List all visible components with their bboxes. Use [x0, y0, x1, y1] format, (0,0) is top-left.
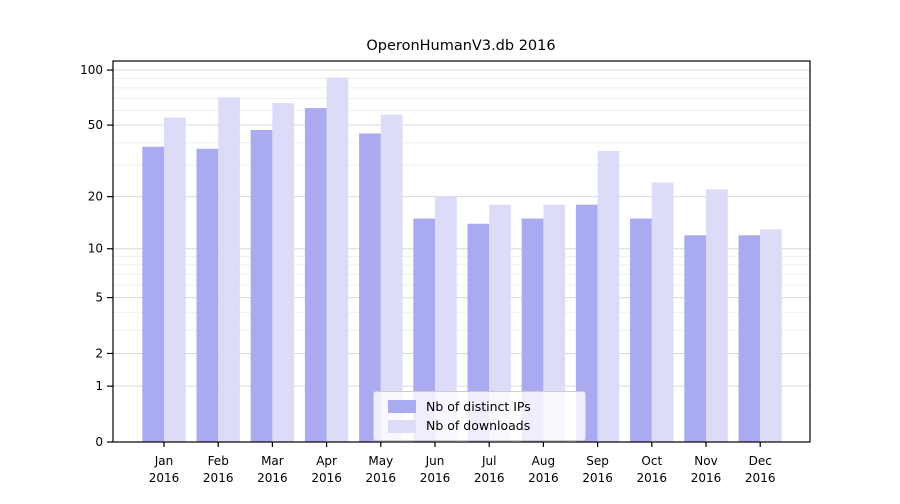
bar-jun-downloads — [435, 196, 457, 442]
x-tick-label-aug-year: 2016 — [528, 471, 559, 485]
x-tick-label-jun-year: 2016 — [420, 471, 451, 485]
bar-may-distinct-ips — [359, 133, 381, 442]
legend: Nb of distinct IPs Nb of downloads — [373, 391, 586, 441]
bar-aug-distinct-ips — [521, 218, 544, 442]
bar-jan-distinct-ips — [142, 146, 164, 442]
y-tick-label-1: 1 — [95, 379, 103, 393]
bar-may-downloads — [380, 114, 403, 442]
y-tick-label-100: 100 — [80, 63, 103, 77]
legend-label-downloads: Nb of downloads — [426, 418, 531, 433]
x-tick-label-may-year: 2016 — [366, 471, 397, 485]
y-tick-label-20: 20 — [88, 190, 103, 204]
bar-apr-distinct-ips — [304, 108, 327, 442]
x-tick-label-jul-year: 2016 — [474, 471, 505, 485]
bar-jun-distinct-ips — [413, 218, 435, 442]
axes: 0 1 2 5 10 20 50 100 Jan 2016 Feb 2016 Mar 2016 Apr 201… — [80, 60, 811, 485]
x-tick-label-sep-year: 2016 — [582, 471, 613, 485]
bar-mar-distinct-ips — [250, 130, 273, 443]
bar-jul-downloads — [489, 204, 511, 442]
x-tick-label-aug: Aug — [532, 454, 555, 468]
legend-label-distinct-ips: Nb of distinct IPs — [426, 398, 531, 414]
bars — [142, 77, 782, 443]
x-tick-label-jul: Jul — [481, 454, 496, 468]
chart-title: OperonHumanV3.db 2016 — [366, 38, 555, 54]
y-tick-label-50: 50 — [88, 118, 103, 132]
bar-nov-distinct-ips — [684, 235, 706, 442]
bar-dec-distinct-ips — [738, 235, 761, 442]
y-tick-label-10: 10 — [88, 242, 103, 256]
bar-nov-downloads — [706, 189, 728, 442]
legend-item-distinct-ips: Nb of distinct IPs — [388, 397, 577, 417]
y-tick-label-2: 2 — [95, 346, 103, 360]
bar-feb-distinct-ips — [196, 148, 219, 443]
bar-sep-distinct-ips — [575, 204, 598, 442]
bar-oct-downloads — [651, 182, 674, 442]
x-tick-label-feb-year: 2016 — [203, 471, 234, 485]
x-tick-label-apr: Apr — [316, 454, 337, 468]
bar-mar-downloads — [272, 103, 295, 443]
x-tick-label-mar: Mar — [261, 454, 284, 468]
x-tick-label-nov-year: 2016 — [691, 471, 722, 485]
x-tick-label-nov: Nov — [694, 454, 717, 468]
x-tick-label-jun: Jun — [425, 454, 445, 468]
x-tick-label-jan-year: 2016 — [149, 471, 180, 485]
legend-swatch-downloads — [388, 419, 416, 433]
bar-jul-distinct-ips — [467, 223, 490, 442]
legend-swatch-distinct-ips — [388, 400, 416, 414]
plot-frame — [112, 60, 811, 443]
x-tick-label-oct: Oct — [641, 454, 662, 468]
bar-feb-downloads — [218, 97, 240, 442]
y-tick-label-5: 5 — [95, 291, 103, 305]
x-tick-label-dec: Dec — [749, 454, 772, 468]
bar-oct-distinct-ips — [630, 218, 652, 442]
bar-dec-downloads — [760, 229, 782, 442]
bar-jan-downloads — [164, 117, 186, 443]
x-tick-label-dec-year: 2016 — [745, 471, 776, 485]
x-tick-label-oct-year: 2016 — [637, 471, 668, 485]
bar-apr-downloads — [326, 77, 349, 443]
x-tick-label-jan: Jan — [154, 454, 174, 468]
y-tick-label-0: 0 — [95, 435, 103, 449]
legend-item-downloads: Nb of downloads — [388, 417, 577, 437]
x-tick-label-mar-year: 2016 — [257, 471, 288, 485]
x-tick-label-apr-year: 2016 — [311, 471, 342, 485]
x-tick-label-feb: Feb — [208, 454, 229, 468]
x-tick-label-sep: Sep — [586, 454, 609, 468]
bar-sep-downloads — [597, 150, 620, 442]
x-tick-label-may: May — [368, 454, 393, 468]
bar-aug-downloads — [543, 204, 566, 442]
